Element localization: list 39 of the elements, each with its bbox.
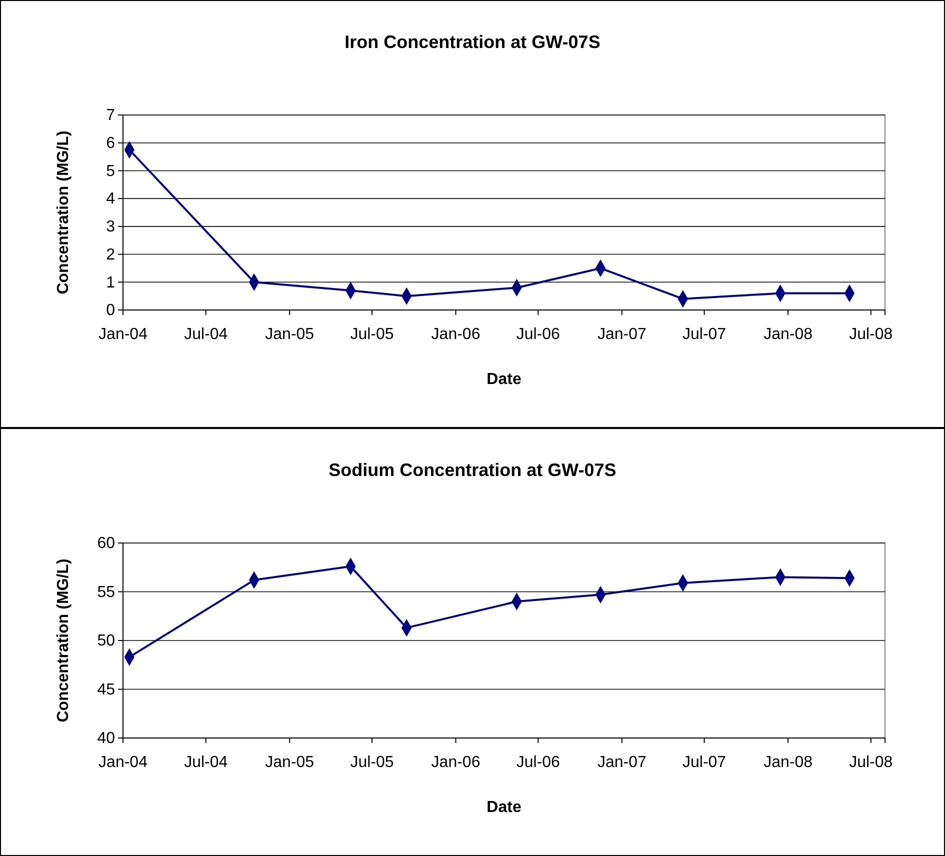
x-axis-title: Date [486,799,522,816]
y-tick-label: 6 [106,134,116,152]
x-tick-label: Jan-04 [98,326,148,343]
x-tick-label: Jul-07 [682,754,726,771]
x-tick-label: Jan-06 [431,754,480,771]
y-tick-label: 5 [106,162,116,180]
x-tick-label: Jan-06 [431,326,480,343]
y-tick-label: 45 [97,681,116,698]
x-tick-label: Jan-08 [764,754,813,771]
chart-title: Iron Concentration at GW-07S [344,32,600,52]
y-tick-label: 7 [106,107,116,124]
y-axis-title: Concentration (MG/L) [55,558,72,722]
y-tick-label: 3 [106,218,116,236]
x-tick-label: Jul-04 [184,754,228,771]
x-tick-label: Jul-05 [350,754,394,771]
y-tick-label: 40 [97,730,116,748]
y-tick-label: 2 [106,246,116,264]
x-tick-label: Jul-07 [682,326,726,343]
x-tick-label: Jul-08 [849,754,893,771]
x-tick-label: Jul-04 [184,326,228,343]
chart-title: Sodium Concentration at GW-07S [328,460,616,480]
y-tick-label: 55 [97,584,116,601]
x-tick-label: Jul-08 [849,326,893,343]
y-tick-label: 50 [97,632,116,650]
x-tick-label: Jul-06 [516,754,560,771]
x-tick-label: Jan-05 [265,326,314,343]
x-axis-title: Date [486,371,522,388]
x-tick-label: Jan-04 [98,754,148,771]
y-tick-label: 60 [97,535,116,552]
x-tick-label: Jul-06 [516,326,560,343]
y-tick-label: 4 [106,190,116,208]
y-axis-title: Concentration (MG/L) [55,130,72,294]
y-tick-label: 0 [106,302,116,320]
x-tick-label: Jan-07 [597,754,646,771]
x-tick-label: Jan-05 [265,754,314,771]
x-tick-label: Jan-07 [597,326,646,343]
x-tick-label: Jan-08 [764,326,813,343]
x-tick-label: Jul-05 [350,326,394,343]
y-tick-label: 1 [106,274,116,292]
